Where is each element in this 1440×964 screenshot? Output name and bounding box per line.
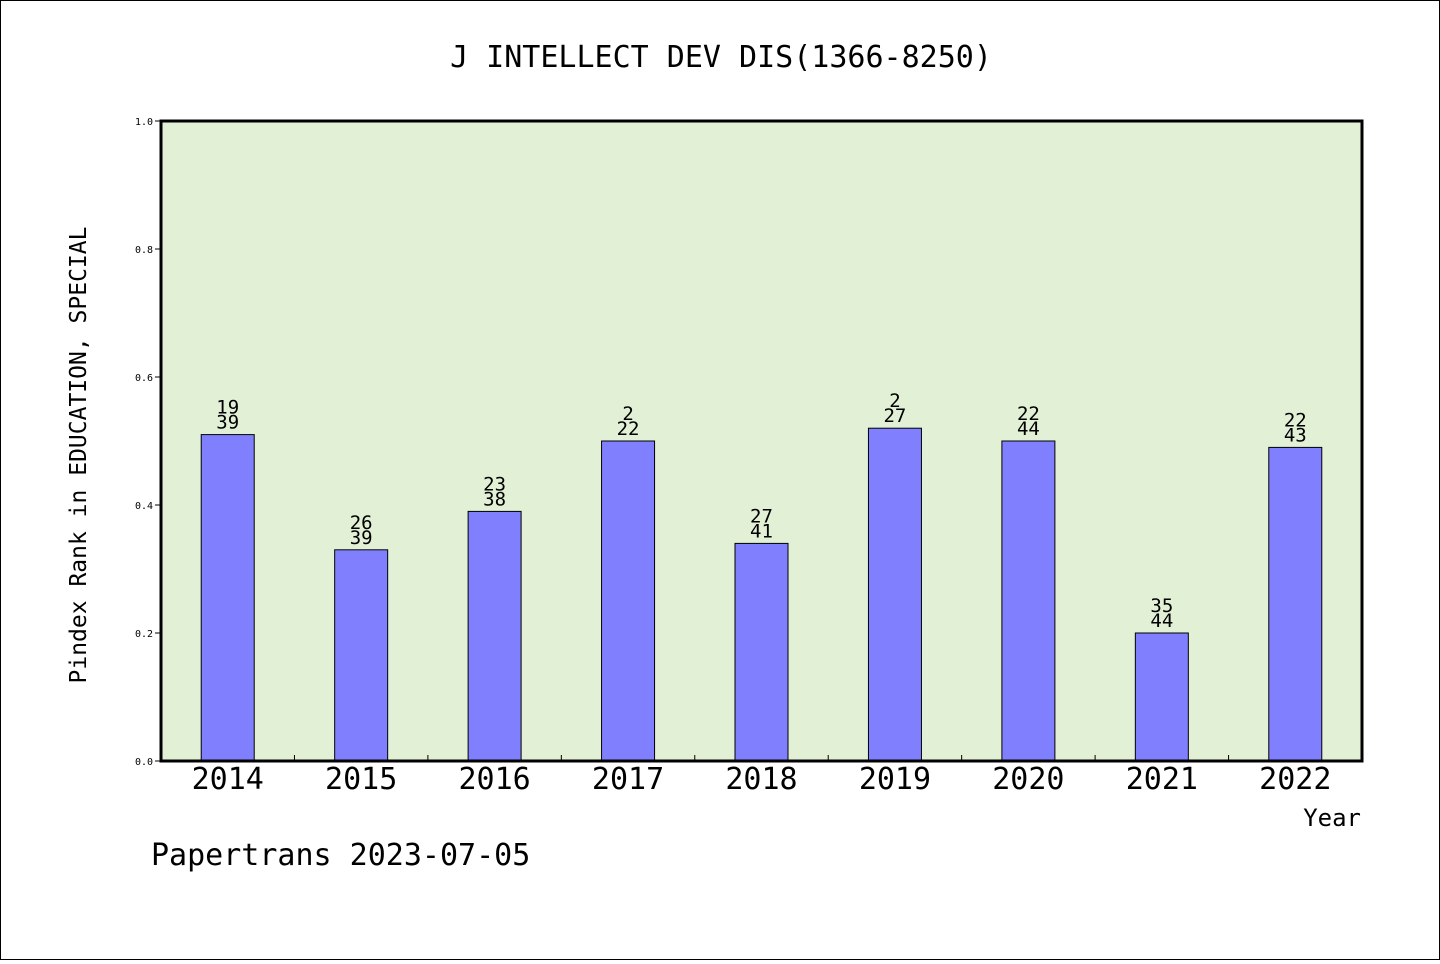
y-tick-label: 0.2	[135, 629, 153, 640]
bar-rank-label: 2	[622, 403, 633, 425]
bar-total-label: 44	[1017, 418, 1040, 440]
y-tick-label: 0.4	[135, 501, 153, 512]
bar-2021	[1134, 632, 1189, 762]
x-tick-label: 2014	[192, 762, 264, 797]
y-axis-label: Pindex Rank in EDUCATION, SPECIAL	[66, 227, 92, 684]
bar-total-label: 39	[350, 527, 373, 549]
bar-rank-label: 23	[483, 473, 506, 495]
bar-rank-label: 2	[889, 390, 900, 412]
bar-2018	[734, 542, 789, 762]
bar-total-label: 44	[1150, 610, 1173, 632]
x-tick-label: 2017	[592, 762, 664, 797]
bar-total-label: 38	[483, 488, 506, 510]
bar-2019	[867, 427, 922, 762]
x-tick-label: 2020	[992, 762, 1064, 797]
x-axis-label: Year	[1303, 804, 1361, 832]
bar-2014	[200, 434, 255, 762]
bar-total-label: 43	[1284, 424, 1307, 446]
x-tick-label: 2019	[859, 762, 931, 797]
x-tick-label: 2016	[458, 762, 530, 797]
y-tick-label: 0.6	[135, 373, 153, 384]
bar-2017	[601, 440, 656, 762]
bar-rank-label: 35	[1150, 595, 1173, 617]
chart-title: J INTELLECT DEV DIS(1366-8250)	[450, 40, 992, 75]
bar-rank-label: 19	[216, 397, 239, 419]
x-tick-label: 2022	[1259, 762, 1331, 797]
bar-total-label: 22	[617, 418, 640, 440]
bar-rank-label: 27	[750, 505, 773, 527]
y-tick-label: 0.0	[135, 757, 153, 768]
bar-2015	[334, 549, 389, 762]
plot-border	[159, 119, 1364, 763]
x-tick-label: 2015	[325, 762, 397, 797]
x-tick-label: 2021	[1126, 762, 1198, 797]
y-tick-label: 1.0	[135, 117, 153, 128]
bar-total-label: 39	[216, 412, 239, 434]
bar-2020	[1001, 440, 1056, 762]
bar-2022	[1268, 446, 1323, 762]
x-tick-label: 2018	[725, 762, 797, 797]
bar-rank-label: 26	[350, 512, 373, 534]
bar-total-label: 27	[883, 405, 906, 427]
y-tick-label: 0.8	[135, 245, 153, 256]
bar-rank-label: 22	[1017, 403, 1040, 425]
bar-total-label: 41	[750, 520, 773, 542]
ticks-group: 0.0 0.2 0.4 0.6 0.8 1.0 2014 2015 2016 2017 2018 20…	[135, 117, 1331, 797]
bar-rank-label: 22	[1284, 409, 1307, 431]
footer-credit: Papertrans 2023-07-05	[151, 838, 530, 873]
bar-2016	[467, 510, 522, 762]
